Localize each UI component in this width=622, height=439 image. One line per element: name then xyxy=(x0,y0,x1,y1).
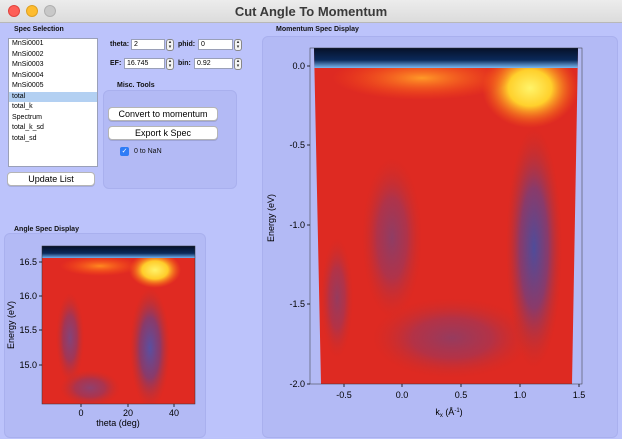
momentum-x-axis-label: kx (Å-1) xyxy=(435,407,462,419)
ef-stepper[interactable]: ▴ ▾ xyxy=(166,58,174,70)
update-list-button[interactable]: Update List xyxy=(7,172,95,186)
y-tick-label: -1.5 xyxy=(289,299,305,309)
list-item[interactable]: MnSi0001 xyxy=(12,40,44,47)
momentum-y-ticks: 0.0 -0.5 -1.0 -1.5 -2.0 xyxy=(289,61,310,389)
x-tick-label: 1.5 xyxy=(573,390,586,400)
x-tick-label: 40 xyxy=(169,408,179,418)
y-tick-label: -1.0 xyxy=(289,220,305,230)
x-tick-label: -0.5 xyxy=(336,390,352,400)
zero-to-nan-checkbox[interactable]: ✓ xyxy=(120,147,129,156)
x-tick-label: 0.5 xyxy=(455,390,468,400)
phid-label: phid: xyxy=(178,41,196,48)
y-tick-label: 16.0 xyxy=(19,291,37,301)
close-window-button[interactable] xyxy=(8,5,20,17)
bin-input[interactable]: 0.92 xyxy=(194,58,233,69)
x-tick-label: 1.0 xyxy=(514,390,527,400)
zero-to-nan-label: 0 to NaN xyxy=(134,148,162,155)
list-item-selected[interactable]: total xyxy=(9,91,97,102)
list-item[interactable]: MnSi0005 xyxy=(12,82,44,89)
zoom-window-button[interactable] xyxy=(44,5,56,17)
bin-stepper[interactable]: ▴ ▾ xyxy=(234,58,242,70)
momentum-spec-plot: 0.0 -0.5 -1.0 -1.5 -2.0 -0.5 0.0 0.5 1.0… xyxy=(266,47,585,419)
y-tick-label: 15.5 xyxy=(19,325,37,335)
x-tick-label: 20 xyxy=(123,408,133,418)
momentum-x-ticks: -0.5 0.0 0.5 1.0 1.5 xyxy=(336,384,585,400)
theta-input[interactable]: 2 xyxy=(131,39,165,50)
angle-x-axis-label: theta (deg) xyxy=(96,418,140,428)
bin-label: bin: xyxy=(178,60,191,67)
y-tick-label: -0.5 xyxy=(289,140,305,150)
phid-stepper[interactable]: ▴ ▾ xyxy=(234,39,242,51)
export-k-spec-button[interactable]: Export k Spec xyxy=(108,126,218,140)
spec-selection-label: Spec Selection xyxy=(14,26,64,33)
y-tick-label: -2.0 xyxy=(289,379,305,389)
list-item[interactable]: total_k xyxy=(12,103,33,110)
y-tick-label: 16.5 xyxy=(19,257,37,267)
ef-input[interactable]: 16.745 xyxy=(124,58,165,69)
y-tick-label: 0.0 xyxy=(292,61,305,71)
list-item[interactable]: total_sd xyxy=(12,134,37,142)
angle-y-axis-label: Energy (eV) xyxy=(6,301,16,349)
list-item[interactable]: MnSi0002 xyxy=(12,50,44,58)
x-tick-label: 0 xyxy=(78,408,83,418)
x-tick-label: 0.0 xyxy=(396,390,409,400)
ef-label: EF: xyxy=(110,60,122,67)
angle-spec-display-label: Angle Spec Display xyxy=(14,226,79,233)
convert-to-momentum-button[interactable]: Convert to momentum xyxy=(108,107,218,121)
minimize-window-button[interactable] xyxy=(26,5,38,17)
window-title: Cut Angle To Momentum xyxy=(234,4,388,19)
list-item[interactable]: MnSi0004 xyxy=(12,71,44,79)
angle-spec-plot: 16.5 16.0 15.5 15.0 0 20 40 theta (deg) … xyxy=(6,245,196,428)
momentum-spec-display-label: Momentum Spec Display xyxy=(276,26,359,33)
angle-x-ticks: 0 20 40 xyxy=(78,404,179,418)
title-bar: Cut Angle To Momentum xyxy=(0,0,622,23)
momentum-y-axis-label: Energy (eV) xyxy=(266,194,276,242)
list-item[interactable]: total_k_sd xyxy=(12,124,44,131)
theta-label: theta: xyxy=(110,41,130,48)
y-tick-label: 15.0 xyxy=(19,360,37,370)
misc-tools-label: Misc. Tools xyxy=(117,82,155,89)
angle-y-ticks: 16.5 16.0 15.5 15.0 xyxy=(19,257,42,370)
spec-list[interactable]: MnSi0001 MnSi0002 MnSi0003 MnSi0004 MnSi… xyxy=(8,38,98,167)
phid-input[interactable]: 0 xyxy=(198,39,233,50)
theta-stepper[interactable]: ▴ ▾ xyxy=(166,39,174,51)
list-item[interactable]: Spectrum xyxy=(12,113,42,121)
list-item[interactable]: MnSi0003 xyxy=(12,61,44,68)
